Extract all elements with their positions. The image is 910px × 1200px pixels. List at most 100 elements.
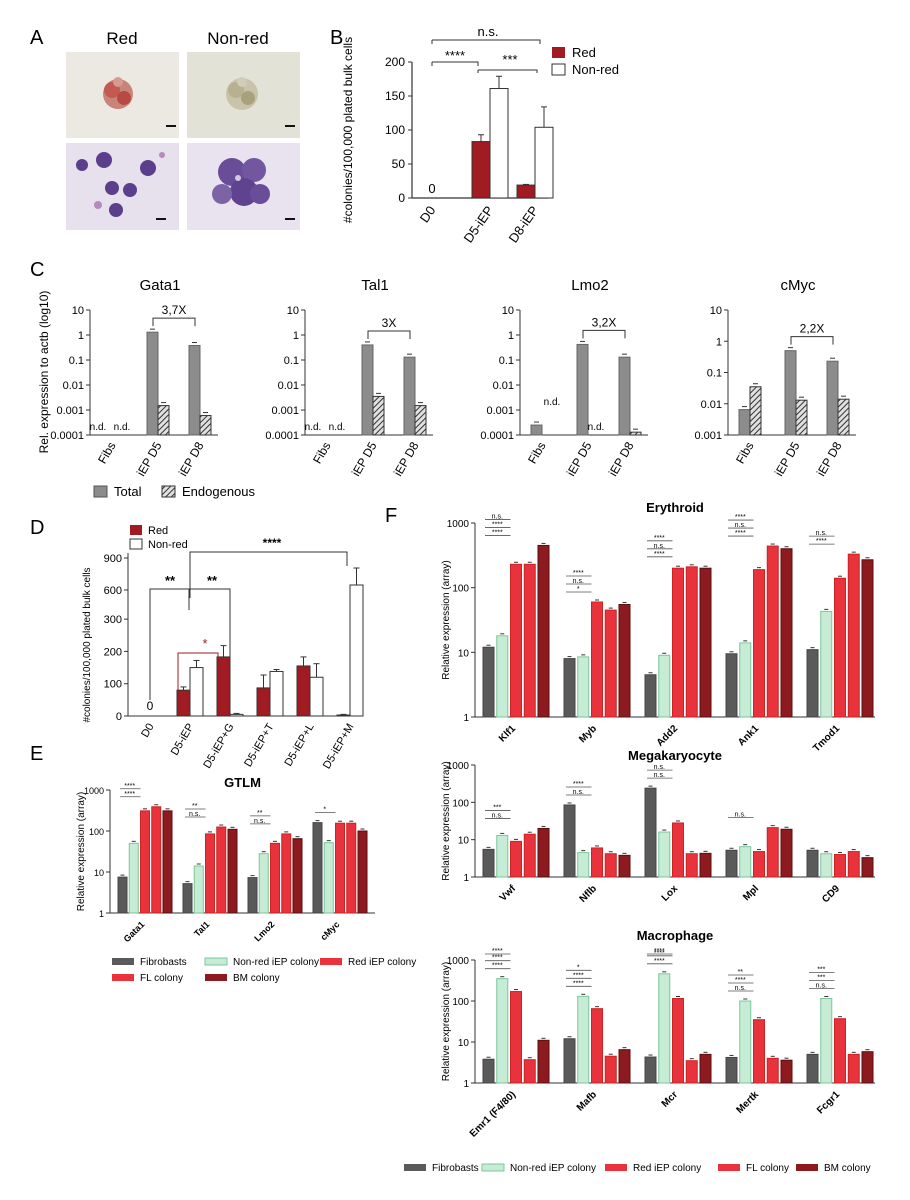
- x-tick-label: iEP D5: [134, 439, 165, 478]
- bar: [658, 654, 671, 718]
- red-cytospin-cells: [76, 152, 165, 217]
- sig-label: n.s.: [735, 812, 746, 819]
- sig-label: *: [577, 964, 580, 971]
- y-tick-label: 50: [392, 157, 406, 171]
- bar: [672, 998, 684, 1084]
- bar: [357, 830, 368, 914]
- bar: [510, 563, 522, 718]
- sig-label: ****: [654, 950, 665, 957]
- bar-total: [826, 360, 839, 436]
- bar: [672, 567, 684, 718]
- bar: [128, 842, 139, 914]
- sig-label: n.s.: [735, 985, 746, 992]
- y-tick-label: 100: [452, 584, 469, 595]
- sig-label: ****: [492, 948, 503, 955]
- x-tick-label: D5-iEP: [461, 203, 497, 245]
- bar: [182, 883, 193, 914]
- bar: [140, 810, 150, 914]
- bar: [537, 544, 550, 718]
- bar-total: [188, 345, 201, 436]
- bar-endogenous: [414, 405, 427, 436]
- sig-bracket: [431, 39, 541, 44]
- x-tick-label: D5-iEP+T: [242, 721, 277, 769]
- bar: [117, 876, 128, 914]
- nd-label: n.d.: [305, 422, 322, 433]
- legend-swatch-nonred: [551, 63, 566, 76]
- bar-total: [403, 356, 416, 436]
- chart-title: Megakaryocyte: [628, 748, 722, 763]
- bar: [766, 827, 779, 878]
- legend-swatch-red-iep: [320, 958, 342, 965]
- bar-nonred: [349, 584, 364, 717]
- chart-title: Gata1: [140, 277, 181, 294]
- x-tick-label: D5-iEP: [169, 722, 197, 758]
- y-tick-label: 100: [452, 798, 469, 809]
- y-tick-label: 1: [293, 330, 299, 342]
- chart-title: Lmo2: [571, 277, 609, 294]
- sig-label: ****: [735, 514, 746, 521]
- panel-b-zero-label: 0: [428, 181, 435, 196]
- sig-label: ****: [654, 535, 665, 542]
- bar: [780, 828, 793, 878]
- bar-endogenous: [629, 431, 642, 436]
- sig-label: ****: [263, 536, 282, 550]
- micrograph-red-cytospin: [66, 143, 179, 230]
- x-tick-label: Add2: [655, 723, 681, 749]
- panel-b-ylabel: #colonies/100,000 plated bulk cells: [341, 37, 355, 223]
- y-axis-label: Rel. expression to actb (log10): [37, 291, 51, 454]
- x-tick-label: Ank1: [736, 723, 761, 748]
- bar: [523, 833, 536, 878]
- y-tick-label: 0: [398, 191, 405, 205]
- sig-label: **: [165, 573, 176, 588]
- bar-nonred: [229, 713, 244, 717]
- bar: [537, 827, 550, 878]
- y-tick-label: 900: [104, 553, 122, 565]
- bar: [861, 1051, 874, 1084]
- bar-endogenous: [199, 415, 212, 436]
- bar: [820, 610, 833, 718]
- panel-d-chart: #colonies/100,000 plated bulk cells 0 0 1…: [82, 525, 364, 771]
- chart-title: cMyc: [781, 277, 816, 294]
- sig-label: n.s.: [254, 818, 265, 825]
- x-tick-label: Fibs: [95, 440, 118, 467]
- bar-total: [530, 424, 543, 436]
- sig-label: ****: [573, 972, 584, 979]
- bar: [496, 635, 509, 718]
- sig-label: ****: [573, 781, 584, 788]
- legend-swatch-bm: [796, 1164, 818, 1171]
- sig-label: *: [577, 586, 580, 593]
- sig-label: ***: [817, 967, 825, 974]
- y-tick-label: 0.1: [707, 368, 722, 380]
- sig-label: n.s.: [816, 530, 827, 537]
- bar: [162, 810, 173, 914]
- col-title-red: Red: [106, 29, 137, 48]
- sig-bracket: [177, 652, 219, 690]
- bar: [281, 833, 292, 914]
- bar: [834, 1018, 846, 1084]
- y-tick-label: 1: [463, 873, 469, 884]
- sig-label: *: [323, 807, 326, 814]
- bar: [806, 1053, 819, 1084]
- legend-label-nonred-iep: Non-red iEP colony: [233, 957, 319, 968]
- sig-label: n.s.: [573, 789, 584, 796]
- bar: [577, 995, 590, 1084]
- bar: [834, 577, 846, 718]
- y-tick-label: 0.01: [278, 380, 299, 392]
- legend-label-bm: BM colony: [824, 1163, 871, 1174]
- bar: [644, 1056, 657, 1084]
- x-tick-label: Klf1: [497, 723, 518, 744]
- legend-swatch-bm: [205, 974, 227, 981]
- nd-label: n.d.: [90, 422, 107, 433]
- y-tick-label: 10: [72, 305, 84, 317]
- bar: [523, 1059, 536, 1084]
- bar: [658, 973, 671, 1084]
- bar: [847, 1053, 860, 1084]
- col-title-nonred: Non-red: [207, 29, 268, 48]
- sig-label: ****: [492, 963, 503, 970]
- sig-label: *: [202, 636, 207, 651]
- bar: [658, 831, 671, 878]
- chart-title: GTLM: [224, 775, 261, 790]
- y-tick-label: 1: [99, 909, 104, 919]
- nd-label: n.d.: [544, 397, 561, 408]
